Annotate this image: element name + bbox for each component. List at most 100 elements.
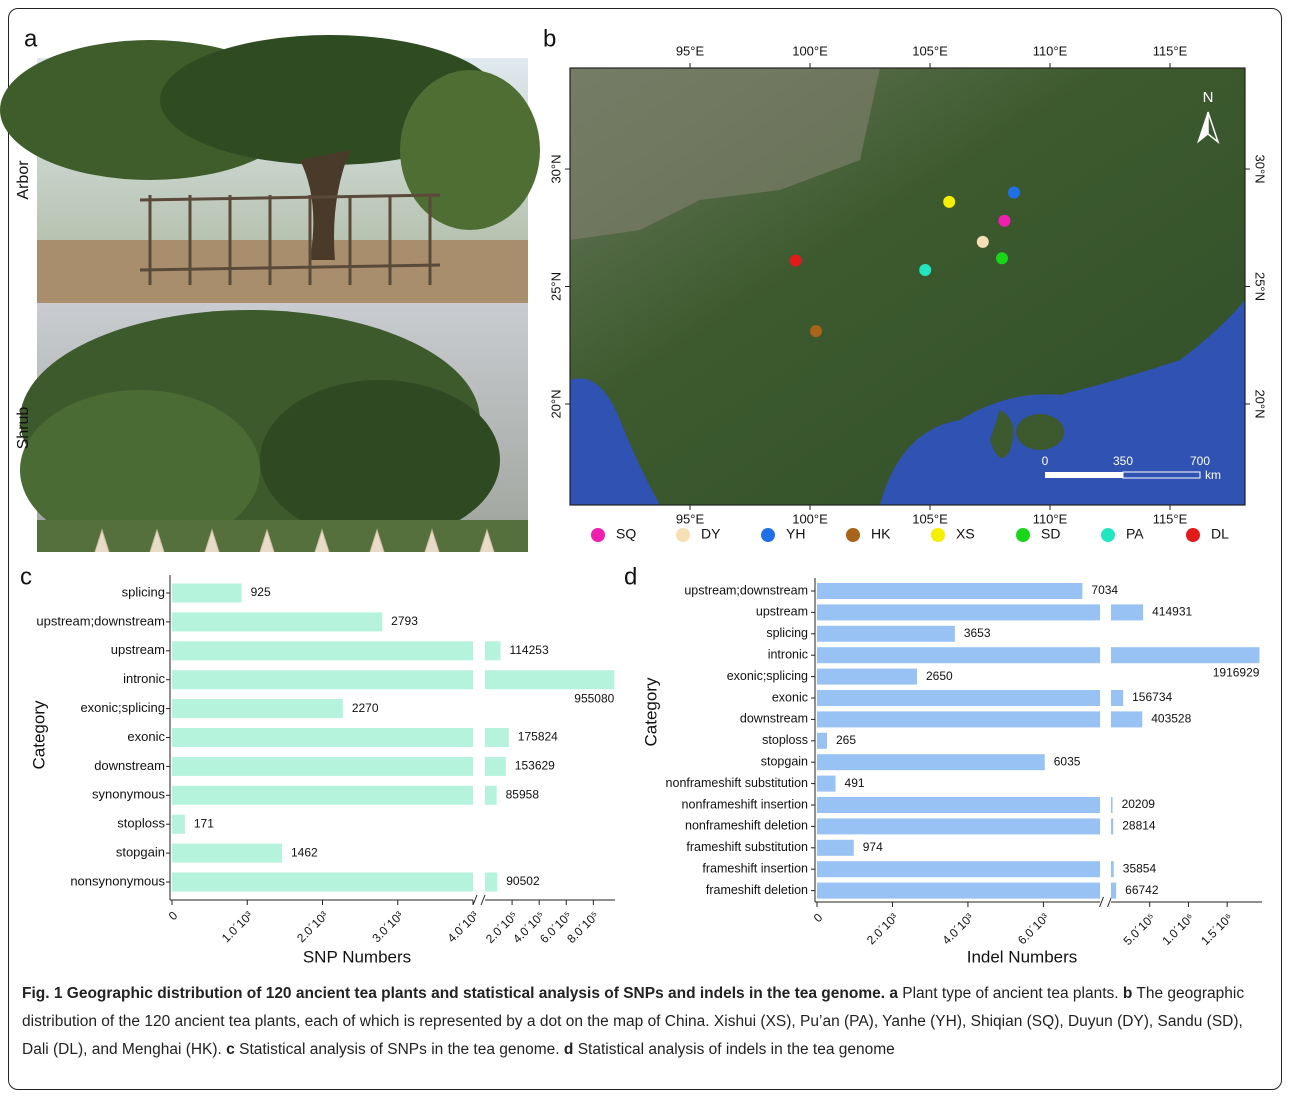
legend-label: SD — [1041, 526, 1060, 542]
x-tick-label: 5.0´10⁵ — [1121, 910, 1158, 947]
map-lat-label: 30°N — [1253, 155, 1268, 184]
category-label: nonframeshift substitution — [666, 776, 808, 790]
map-lon-label: 100°E — [792, 511, 828, 526]
legend-dot — [761, 528, 775, 542]
photo-shrub — [20, 303, 528, 552]
map-lon-label: 110°E — [1033, 43, 1068, 58]
bar — [1111, 818, 1113, 834]
legend-dot — [931, 528, 945, 542]
bar — [172, 757, 473, 776]
legend-label: SQ — [616, 526, 636, 542]
caption-text: Statistical analysis of SNPs in the tea … — [235, 1041, 564, 1058]
map-lon-label: 100°E — [792, 43, 828, 58]
category-label: upstream;downstream — [36, 613, 165, 628]
figure-caption: Fig. 1 Geographic distribution of 120 an… — [22, 980, 1272, 1064]
value-label: 2650 — [926, 669, 953, 683]
x-tick-label: 1.0´10⁶ — [1159, 910, 1196, 947]
bar — [817, 883, 1100, 899]
map-lat-label: 25°N — [548, 272, 563, 301]
scale-label: 700 — [1190, 454, 1210, 468]
bar — [817, 647, 1100, 663]
bar — [817, 861, 1100, 877]
bar — [172, 641, 473, 660]
category-label: downstream — [94, 758, 165, 773]
value-label: 153629 — [515, 759, 555, 773]
bar — [172, 699, 343, 718]
map-lon-label: 115°E — [1153, 511, 1188, 526]
category-label: synonymous — [92, 787, 165, 802]
category-label: exonic;splicing — [727, 669, 808, 683]
bar — [817, 776, 836, 792]
value-label: 414931 — [1152, 605, 1192, 619]
map-lat-label: 20°N — [1253, 389, 1268, 418]
value-label: 2270 — [352, 701, 379, 715]
panel-label: c — [20, 563, 32, 590]
bar — [1111, 883, 1116, 899]
x-tick-label: 0 — [811, 910, 826, 925]
axis-break — [1100, 897, 1104, 907]
bar — [817, 626, 955, 642]
map-lat-label: 25°N — [1253, 272, 1268, 301]
x-tick-label: 4.0´10³ — [445, 908, 482, 945]
legend-dot — [846, 528, 860, 542]
site-dot — [998, 215, 1010, 227]
axis-break — [481, 895, 485, 905]
site-dot — [810, 325, 822, 337]
x-tick-label: 3.0´10³ — [369, 908, 406, 945]
map-lon-label: 105°E — [912, 43, 948, 58]
map-lon-label: 115°E — [1153, 43, 1188, 58]
bar — [817, 690, 1100, 706]
scale-label: 350 — [1113, 454, 1133, 468]
legend-label: YH — [786, 526, 805, 542]
bar — [817, 797, 1100, 813]
site-dot — [1008, 187, 1020, 199]
map-lon-label: 105°E — [912, 511, 948, 526]
value-label: 955080 — [574, 691, 614, 705]
y-axis-title: Category — [29, 700, 48, 769]
category-label: frameshift insertion — [702, 861, 808, 875]
legend-label: PA — [1126, 526, 1144, 542]
scale-label: 0 — [1042, 454, 1049, 468]
category-label: nonframeshift insertion — [682, 797, 809, 811]
bar — [172, 584, 242, 603]
value-label: 28814 — [1122, 819, 1156, 833]
caption-text: d — [564, 1041, 573, 1058]
bar — [485, 670, 614, 689]
x-axis-title: SNP Numbers — [303, 947, 411, 966]
bar — [817, 583, 1082, 599]
map-lat-label: 30°N — [548, 155, 563, 184]
bar — [1111, 604, 1143, 620]
category-label: intronic — [123, 671, 165, 686]
value-label: 265 — [836, 733, 856, 747]
bar — [485, 728, 509, 747]
category-label: upstream;downstream — [684, 583, 808, 597]
map-lat-label: 20°N — [548, 389, 563, 418]
site-dot — [943, 196, 955, 208]
north-arrow-label: N — [1203, 89, 1214, 106]
map-lon-label: 110°E — [1033, 511, 1068, 526]
category-label: stoploss — [762, 733, 808, 747]
x-tick-label: 2.0´10³ — [294, 908, 331, 945]
value-label: 20209 — [1122, 797, 1156, 811]
bar — [817, 711, 1100, 727]
x-axis-title: Indel Numbers — [967, 947, 1078, 966]
caption-text: a — [885, 985, 898, 1002]
value-label: 974 — [863, 840, 883, 854]
x-tick-label: 4.0´10³ — [940, 910, 977, 947]
site-dot — [790, 255, 802, 267]
bar — [172, 670, 473, 689]
bar — [817, 604, 1100, 620]
row-label: Shrub — [15, 407, 32, 450]
value-label: 1916929 — [1213, 665, 1260, 679]
y-axis-title: Category — [641, 677, 660, 746]
bar — [172, 728, 473, 747]
value-label: 3653 — [964, 626, 991, 640]
value-label: 35854 — [1123, 861, 1157, 875]
value-label: 7034 — [1091, 583, 1118, 597]
caption-text: c — [226, 1041, 235, 1058]
page: { "panels": { "a": {"label": "a", "row_l… — [0, 0, 1292, 1100]
x-tick-label: 1.0´10³ — [219, 908, 256, 945]
legend-dot — [1186, 528, 1200, 542]
panel-label: d — [624, 563, 637, 590]
legend-label: DL — [1211, 526, 1229, 542]
